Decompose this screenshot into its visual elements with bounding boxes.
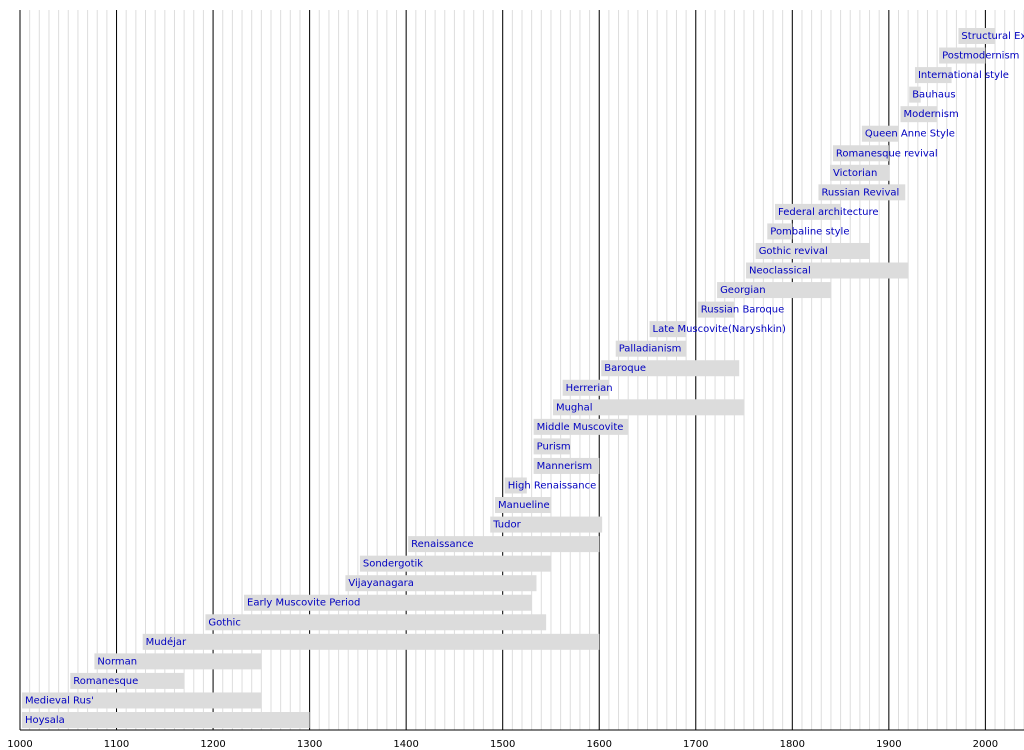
x-tick-label: 1400 bbox=[393, 739, 418, 750]
bar-label: Tudor bbox=[492, 520, 521, 531]
bar bbox=[408, 536, 600, 553]
x-tick-label: 1100 bbox=[104, 739, 129, 750]
bar-label: Bauhaus bbox=[912, 90, 955, 101]
bar bbox=[345, 575, 537, 592]
bar-label: Early Muscovite Period bbox=[247, 598, 360, 609]
bar bbox=[552, 399, 745, 416]
bar-label: Romanesque revival bbox=[836, 148, 938, 159]
bar-label: Gothic revival bbox=[759, 246, 828, 257]
bar-label: Manueline bbox=[498, 500, 550, 511]
bar bbox=[70, 672, 185, 689]
bar bbox=[861, 125, 899, 142]
bar-label: Russian Baroque bbox=[701, 305, 785, 316]
bar-label: Modernism bbox=[904, 109, 959, 120]
bar bbox=[958, 28, 996, 44]
x-tick-label: 1200 bbox=[200, 739, 225, 750]
bar bbox=[939, 47, 986, 64]
bar-label: Structural Expressionism bbox=[961, 31, 1024, 42]
bar bbox=[717, 282, 831, 299]
bar bbox=[755, 242, 870, 259]
bar-label: Mudéjar bbox=[146, 636, 187, 648]
bar-label: Middle Muscovite bbox=[537, 422, 624, 433]
bar bbox=[490, 516, 603, 533]
bar bbox=[767, 223, 793, 240]
bar bbox=[900, 106, 938, 123]
x-tick-label: 2000 bbox=[973, 739, 998, 750]
bar-label: High Renaissance bbox=[508, 480, 597, 491]
bar-label: Mughal bbox=[556, 402, 593, 413]
bar-label: International style bbox=[918, 70, 1009, 81]
x-tick-label: 1600 bbox=[587, 739, 612, 750]
bar-label: Renaissance bbox=[411, 539, 473, 550]
bar bbox=[504, 477, 527, 494]
bar bbox=[533, 418, 629, 435]
bar bbox=[205, 614, 547, 631]
bar bbox=[533, 438, 571, 455]
bar bbox=[495, 497, 551, 514]
bar-label: Victorian bbox=[833, 168, 877, 179]
bar-label: Hoysala bbox=[25, 715, 65, 726]
bar bbox=[775, 203, 841, 220]
x-tick-label: 1700 bbox=[683, 739, 708, 750]
bar bbox=[601, 360, 740, 377]
x-tick-label: 1000 bbox=[7, 739, 32, 750]
bar-label: Russian Revival bbox=[821, 187, 899, 198]
bar bbox=[914, 67, 952, 84]
bar bbox=[649, 321, 687, 338]
bar-label: Norman bbox=[97, 656, 137, 667]
bar bbox=[142, 633, 600, 650]
bar-label: Baroque bbox=[604, 363, 646, 374]
bar bbox=[615, 340, 687, 357]
bar-label: Romanesque bbox=[73, 676, 138, 687]
bar-label: Neoclassical bbox=[749, 266, 811, 277]
bar-label: Vijayanagara bbox=[348, 578, 414, 589]
bar-label: Sondergotik bbox=[363, 559, 423, 570]
bar-label: Georgian bbox=[720, 285, 766, 296]
bar-label: Federal architecture bbox=[778, 207, 879, 218]
bar bbox=[94, 653, 262, 670]
x-tick-label: 1300 bbox=[297, 739, 322, 750]
x-tick-label: 1900 bbox=[876, 739, 901, 750]
bar-label: Postmodernism bbox=[942, 51, 1019, 62]
bar-label: Late Muscovite(Naryshkin) bbox=[653, 324, 787, 335]
bar bbox=[244, 594, 532, 611]
bar-label: Medieval Rus' bbox=[25, 695, 94, 706]
bar bbox=[359, 555, 551, 572]
x-tick-label: 1800 bbox=[780, 739, 805, 750]
bar bbox=[562, 379, 609, 396]
bar-label: Palladianism bbox=[619, 344, 682, 355]
bar-label: Purism bbox=[537, 441, 571, 452]
bar-label: Queen Anne Style bbox=[865, 129, 955, 140]
bar bbox=[697, 301, 735, 318]
bar bbox=[746, 262, 909, 279]
bar bbox=[818, 184, 906, 201]
bar-label: Gothic bbox=[208, 617, 240, 628]
bar bbox=[22, 712, 310, 728]
bar bbox=[909, 86, 921, 103]
bar-label: Mannerism bbox=[537, 461, 592, 472]
bar bbox=[830, 164, 890, 181]
bar bbox=[22, 692, 262, 709]
bar-label: Herrerian bbox=[566, 383, 613, 394]
bar bbox=[832, 145, 889, 162]
bar bbox=[533, 457, 600, 474]
bar-label: Pombaline style bbox=[770, 226, 849, 237]
x-tick-label: 1500 bbox=[490, 739, 515, 750]
